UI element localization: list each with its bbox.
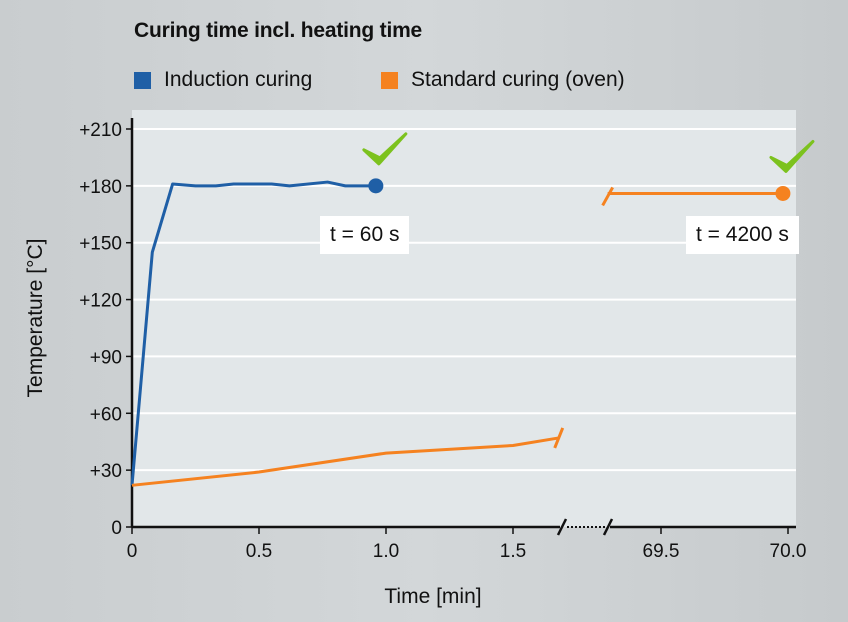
x-tick-label: 69.5 [643, 541, 680, 562]
y-tick-label: +30 [90, 461, 122, 482]
annotation-standard: t = 4200 s [686, 216, 799, 254]
y-tick-label: +120 [79, 291, 122, 312]
y-tick-label: +90 [90, 347, 122, 368]
y-axis-label: Temperature [°C] [24, 239, 47, 398]
legend-swatch-standard [381, 71, 398, 89]
end-marker-standard [775, 185, 791, 201]
x-tick-label: 0.5 [246, 541, 272, 562]
x-tick-label: 70.0 [770, 541, 807, 562]
legend-label-standard: Standard curing (oven) [411, 68, 625, 91]
axis-break-mark [556, 518, 568, 536]
legend-label-induction: Induction curing [164, 68, 313, 91]
y-tick-label: 0 [111, 518, 122, 539]
y-tick-label: +150 [79, 234, 122, 255]
axis-break-mark [602, 518, 614, 536]
x-tick-label: 0 [127, 541, 138, 562]
break-tick-standard [601, 186, 614, 207]
legend-item-standard: Standard curing (oven) [381, 68, 625, 92]
series-line-induction [130, 180, 376, 486]
checkmark-icon [362, 132, 408, 166]
y-tick-label: +210 [79, 120, 122, 141]
annotation-induction: t = 60 s [320, 216, 410, 254]
y-tick-label: +60 [90, 404, 122, 425]
x-tick-label: 1.5 [500, 541, 526, 562]
break-tick-standard [553, 427, 565, 449]
series-line-standard [131, 436, 559, 487]
chart-title: Curing time incl. heating time [134, 19, 423, 42]
checkmark-icon [769, 139, 815, 173]
x-axis-label: Time [min] [384, 585, 481, 608]
plot-area [132, 110, 796, 527]
end-marker-induction [368, 178, 384, 194]
y-tick-label: +180 [79, 177, 122, 198]
legend-item-induction: Induction curing [134, 68, 312, 92]
legend-swatch-induction [134, 71, 151, 89]
x-tick-label: 1.0 [373, 541, 399, 562]
